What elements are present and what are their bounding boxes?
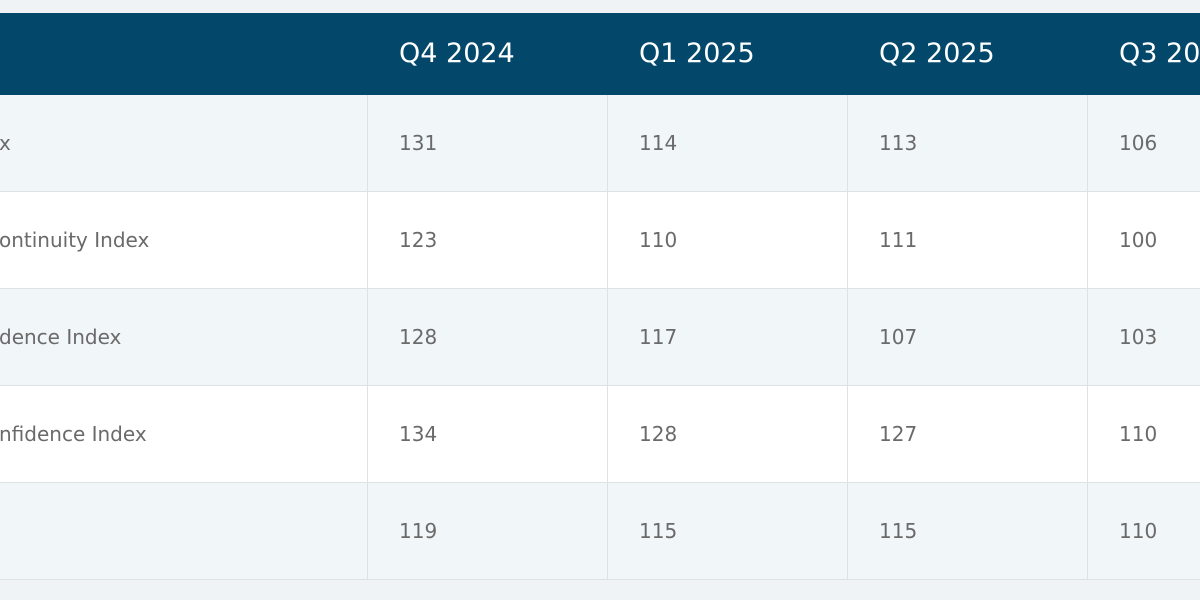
row-label: x <box>0 131 11 155</box>
cell-value: 114 <box>639 131 678 155</box>
cell-border <box>1087 289 1088 385</box>
cell-value: 110 <box>639 228 678 252</box>
row-label: dence Index <box>0 325 122 349</box>
cell-border <box>367 483 368 579</box>
cell-border <box>1087 192 1088 288</box>
cell-value: 103 <box>1119 325 1158 349</box>
cell-value: 111 <box>879 228 918 252</box>
cell-border <box>607 289 608 385</box>
cell-border <box>367 386 368 482</box>
cell-value: 115 <box>879 519 918 543</box>
cell-border <box>847 483 848 579</box>
cell-border <box>847 386 848 482</box>
column-header: Q4 2024 <box>399 38 515 69</box>
cell-border <box>847 289 848 385</box>
cell-value: 110 <box>1119 519 1158 543</box>
cell-value: 115 <box>639 519 678 543</box>
table-row: nfidence Index 134 128 127 110 <box>0 386 1200 483</box>
cell-value: 113 <box>879 131 918 155</box>
table-row: dence Index 128 117 107 103 <box>0 289 1200 386</box>
cell-border <box>607 95 608 191</box>
cell-value: 123 <box>399 228 438 252</box>
cell-value: 128 <box>639 422 678 446</box>
column-header: Q2 2025 <box>879 38 995 69</box>
row-label: nfidence Index <box>0 422 147 446</box>
cell-border <box>367 289 368 385</box>
cell-border <box>847 95 848 191</box>
cell-value: 134 <box>399 422 438 446</box>
cell-border <box>367 95 368 191</box>
cell-value: 119 <box>399 519 438 543</box>
cell-value: 107 <box>879 325 918 349</box>
cell-value: 128 <box>399 325 438 349</box>
cell-border <box>607 192 608 288</box>
cell-value: 127 <box>879 422 918 446</box>
table-row: x 131 114 113 106 <box>0 95 1200 192</box>
cell-border <box>1087 95 1088 191</box>
table-row: 119 115 115 110 <box>0 483 1200 580</box>
cell-border <box>607 483 608 579</box>
table-header: Q4 2024 Q1 2025 Q2 2025 Q3 20 <box>0 13 1200 95</box>
cell-value: 106 <box>1119 131 1158 155</box>
cell-border <box>847 192 848 288</box>
column-header: Q1 2025 <box>639 38 755 69</box>
row-label: ontinuity Index <box>0 228 150 252</box>
cell-value: 110 <box>1119 422 1158 446</box>
cell-border <box>607 386 608 482</box>
cell-border <box>1087 483 1088 579</box>
cell-value: 117 <box>639 325 678 349</box>
table-row: ontinuity Index 123 110 111 100 <box>0 192 1200 289</box>
cell-border <box>1087 386 1088 482</box>
cell-value: 100 <box>1119 228 1158 252</box>
column-header: Q3 20 <box>1119 38 1200 69</box>
cell-value: 131 <box>399 131 438 155</box>
cell-border <box>367 192 368 288</box>
